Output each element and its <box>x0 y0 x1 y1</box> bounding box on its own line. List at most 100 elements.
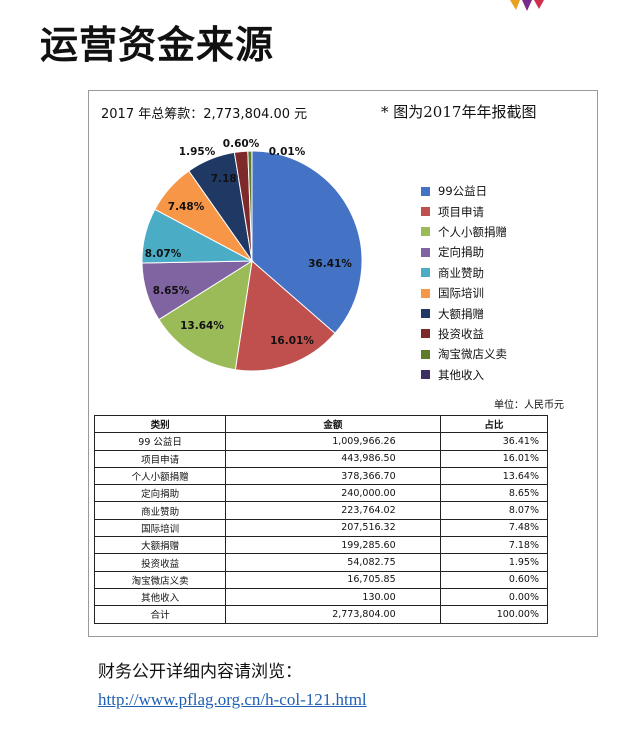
cell-category: 其他收入 <box>93 587 227 607</box>
legend-swatch <box>421 227 430 237</box>
screenshot-note: * 图为2017年年报截图 <box>381 103 537 121</box>
legend-label: 大额捐赠 <box>438 306 484 321</box>
cell-share: 1.95% <box>439 553 549 572</box>
funding-table: 类别 金额 占比 99 公益日 1,009,966.26 36.41% 项目申请 443… <box>93 414 549 624</box>
legend-item: 大额捐赠 <box>421 303 507 323</box>
cell-amount: 130.00 <box>225 587 441 607</box>
header-share: 占比 <box>439 414 549 434</box>
pie-data-label: 1.95% <box>179 146 216 158</box>
cell-category: 个人小额捐赠 <box>93 466 227 486</box>
cell-share: 36.41% <box>439 432 549 451</box>
pie-data-label: 0.01% <box>269 146 306 158</box>
legend-label: 投资收益 <box>438 326 484 341</box>
table-row: 定向捐助 240,000.00 8.65% <box>93 484 549 503</box>
table-row: 个人小额捐赠 378,366.70 13.64% <box>93 466 549 486</box>
legend-label: 商业赞助 <box>438 265 484 280</box>
legend-label: 99公益日 <box>438 184 488 199</box>
table-row: 国际培训 207,516.32 7.48% <box>93 518 549 538</box>
cell-share: 13.64% <box>439 466 549 486</box>
cell-share: 8.65% <box>439 484 549 503</box>
cell-category: 定向捐助 <box>93 484 227 503</box>
legend-swatch <box>421 247 430 257</box>
total-fundraising-label: 2017 年总筹款：2,773,804.00 元 <box>101 107 308 122</box>
disclosure-link[interactable]: http://www.pflag.org.cn/h-col-121.html <box>98 690 367 709</box>
cell-share: 7.18% <box>439 536 549 555</box>
legend-swatch <box>421 370 430 380</box>
cell-share: 0.60% <box>439 570 549 589</box>
table-row: 合计 2,773,804.00 100.00% <box>93 605 549 624</box>
cell-category: 国际培训 <box>93 518 227 538</box>
table-row: 商业赞助 223,764.02 8.07% <box>93 501 549 520</box>
table-row: 其他收入 130.00 0.00% <box>93 587 549 607</box>
table-row: 99 公益日 1,009,966.26 36.41% <box>93 432 549 451</box>
table-row: 淘宝微店义卖 16,705.85 0.60% <box>93 570 549 589</box>
legend-swatch <box>421 329 430 339</box>
table-row: 投资收益 54,082.75 1.95% <box>93 553 549 572</box>
legend-swatch <box>421 268 430 278</box>
cell-amount: 16,705.85 <box>225 570 441 589</box>
pie-slice <box>158 259 253 371</box>
cell-share: 8.07% <box>439 501 549 520</box>
cell-amount: 223,764.02 <box>225 501 441 520</box>
legend-label: 项目申请 <box>438 204 484 219</box>
cell-amount: 207,516.32 <box>225 518 441 538</box>
legend-label: 定向捐助 <box>438 245 484 260</box>
legend-item: 淘宝微店义卖 <box>421 344 507 364</box>
pie-data-label: 8.65% <box>153 285 190 297</box>
cell-share: 0.00% <box>439 587 549 607</box>
header-category: 类别 <box>93 414 227 434</box>
cell-category: 大额捐赠 <box>93 536 227 555</box>
pie-data-label: 13.64% <box>180 320 224 332</box>
cell-category: 投资收益 <box>93 553 227 572</box>
cell-amount: 199,285.60 <box>225 536 441 555</box>
legend-label: 淘宝微店义卖 <box>438 347 507 362</box>
pie-slice <box>234 260 336 372</box>
table-row: 项目申请 443,986.50 16.01% <box>93 449 549 468</box>
cell-share: 100.00% <box>439 605 549 624</box>
legend-item: 商业赞助 <box>421 263 507 283</box>
legend-swatch <box>421 349 430 359</box>
cell-category: 淘宝微店义卖 <box>93 570 227 589</box>
cell-amount: 378,366.70 <box>225 466 441 486</box>
legend-label: 其他收入 <box>438 367 484 382</box>
legend-item: 投资收益 <box>421 324 507 344</box>
legend-swatch <box>421 309 430 319</box>
legend-item: 个人小额捐赠 <box>421 222 507 242</box>
legend-swatch <box>421 288 430 298</box>
pie-slice <box>251 150 363 334</box>
header-amount: 金额 <box>225 414 441 434</box>
cell-amount: 443,986.50 <box>225 449 441 468</box>
cell-category: 99 公益日 <box>93 432 227 451</box>
cell-category: 合计 <box>93 605 227 624</box>
legend-label: 个人小额捐赠 <box>438 224 507 239</box>
cell-share: 16.01% <box>439 449 549 468</box>
legend-item: 定向捐助 <box>421 242 507 262</box>
cell-share: 7.48% <box>439 518 549 538</box>
disclosure-text: 财务公开详细内容请浏览： <box>98 662 302 682</box>
table-row: 大额捐赠 199,285.60 7.18% <box>93 536 549 555</box>
legend-item: 项目申请 <box>421 201 507 221</box>
legend-item: 99公益日 <box>421 181 507 201</box>
cell-amount: 1,009,966.26 <box>225 432 441 451</box>
table-header-row: 类别 金额 占比 <box>93 414 549 434</box>
report-screenshot-panel: 2017 年总筹款：2,773,804.00 元 * 图为2017年年报截图 3… <box>88 90 598 637</box>
legend-item: 其他收入 <box>421 365 507 385</box>
page-title: 运营资金来源 <box>40 22 275 67</box>
pie-data-label: 8.07% <box>145 248 182 260</box>
cell-category: 项目申请 <box>93 449 227 468</box>
pie-chart: 36.41%16.01%13.64%8.65%8.07%7.48%7.18%1.… <box>141 138 363 372</box>
logo-icon <box>510 0 544 11</box>
legend-swatch <box>421 207 430 217</box>
legend-swatch <box>421 186 430 196</box>
cell-category: 商业赞助 <box>93 501 227 520</box>
pie-data-label: 7.48% <box>168 201 205 213</box>
legend-label: 国际培训 <box>438 286 484 301</box>
pie-data-label: 36.41% <box>308 258 352 270</box>
cell-amount: 2,773,804.00 <box>225 605 441 624</box>
pie-data-label: 0.60% <box>223 138 260 150</box>
cell-amount: 240,000.00 <box>225 484 441 503</box>
pie-data-label: 16.01% <box>270 335 314 347</box>
unit-label: 单位：人民币元 <box>494 400 564 411</box>
cell-amount: 54,082.75 <box>225 553 441 572</box>
chart-legend: 99公益日项目申请个人小额捐赠 定向捐助商业赞助国际培训大额捐赠投资收益淘宝微店义… <box>421 181 507 385</box>
